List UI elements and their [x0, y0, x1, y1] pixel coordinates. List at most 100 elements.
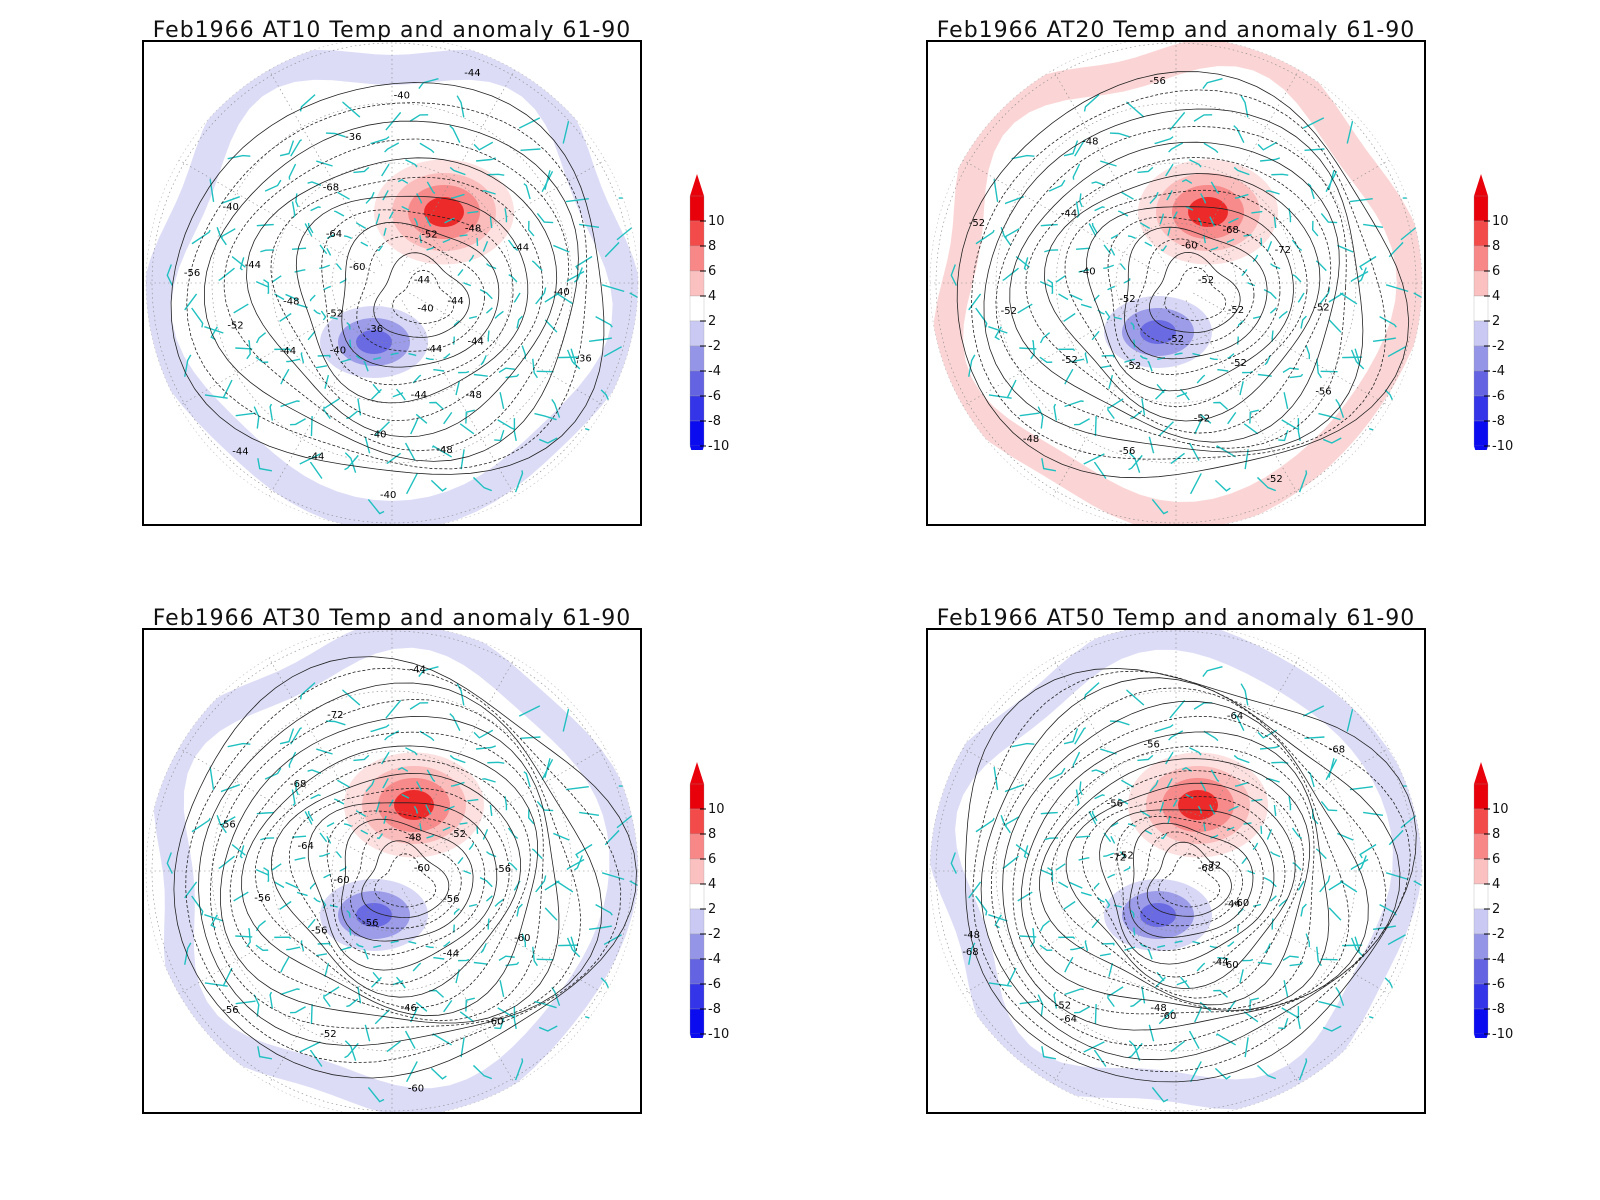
meridian-line	[1193, 880, 1390, 995]
panel-title: Feb1966 AT20 Temp and anomaly 61-90	[936, 18, 1416, 43]
coastline	[1093, 205, 1279, 361]
temperature-contour	[229, 731, 544, 1022]
meridian-line	[178, 747, 375, 862]
contour-label: -68	[323, 182, 339, 193]
contour-label: -44	[513, 243, 529, 254]
cold-anomaly	[356, 330, 392, 354]
temperature-contour	[956, 71, 1410, 479]
colorbar-segment	[689, 908, 705, 935]
contour-label: -56	[219, 820, 235, 831]
temperature-contour	[186, 102, 588, 470]
temperature-contour	[1020, 731, 1330, 1011]
colorbar-segment	[689, 933, 705, 960]
temperature-contour	[170, 82, 605, 475]
colorbar-at10: 10 8 6 4 2 -2 -4 -6 -8 -10	[689, 174, 729, 450]
latitude-circle	[331, 222, 453, 344]
colorbar-segment	[1473, 983, 1489, 1010]
temperature-contour	[341, 221, 500, 368]
colorbar-bottom-arrow	[690, 446, 704, 450]
colorbar-label: 4	[1492, 877, 1500, 892]
contour-label: -52	[969, 218, 985, 229]
temperature-contour	[270, 772, 522, 998]
contour-label: -56	[443, 894, 459, 905]
colorbar-label: -10	[708, 439, 729, 450]
contour-label: -52	[421, 229, 437, 240]
coastline	[309, 793, 495, 949]
contour-label: -40	[553, 287, 569, 298]
colorbar-segment	[689, 270, 705, 297]
contour-label: -40	[223, 202, 239, 213]
contour-label: -48	[466, 390, 482, 401]
colorbar-segment	[1473, 1008, 1489, 1035]
colorbar-segment	[689, 370, 705, 397]
contour-label: -36	[575, 353, 591, 364]
temperature-contour	[1099, 809, 1275, 965]
colorbar-segment	[1473, 345, 1489, 372]
contour-label: -56	[184, 268, 200, 279]
colorbar-label: -6	[1492, 389, 1505, 404]
temperature-contour	[246, 157, 558, 438]
coastline	[184, 113, 627, 492]
contour-label: -60	[1160, 1011, 1176, 1022]
contour-label: -64	[1061, 1014, 1077, 1025]
contour-label: -52	[1119, 294, 1135, 305]
meridian-line	[1193, 747, 1390, 862]
colorbar-segment	[1473, 958, 1489, 985]
meridian-line	[1052, 888, 1167, 1085]
coastline	[994, 140, 1368, 467]
temperature-contour	[980, 677, 1401, 1061]
coastline	[309, 205, 495, 361]
temperature-contour	[1135, 238, 1255, 345]
contour-label: -60	[1222, 960, 1238, 971]
contour-label: -52	[1062, 355, 1078, 366]
colorbar-label: 8	[708, 827, 716, 842]
contour-label: -52	[1198, 275, 1214, 286]
map-layer: -68-44-44-48-52-48-52-56-56-64-68-72-60-…	[930, 630, 1422, 1112]
contour-label: -60	[1181, 241, 1197, 252]
contour-label: -60	[487, 1017, 503, 1028]
panel-at30: Feb1966 AT30 Temp and anomaly 61-90 -60-…	[142, 588, 642, 1128]
latitude-circle	[995, 690, 1357, 1052]
temperature-contour	[1158, 853, 1221, 908]
latitude-circle	[995, 102, 1357, 464]
contour-label: -48	[964, 930, 980, 941]
map-boundary	[929, 42, 1423, 524]
contour-label: -52	[1194, 414, 1210, 425]
contour-label: -48	[283, 297, 299, 308]
colorbar-segment	[689, 245, 705, 272]
colorbar-label: 2	[708, 314, 716, 329]
temperature-contour	[307, 802, 498, 971]
colorbar-segment	[689, 195, 705, 222]
colorbar-segment	[1473, 370, 1489, 397]
colorbar-label: -2	[1492, 339, 1505, 354]
contour-label: -60	[414, 863, 430, 874]
colorbar-segment	[1473, 420, 1489, 447]
colorbar-segment	[1473, 908, 1489, 935]
coastline	[166, 75, 638, 515]
meridian-line	[1052, 300, 1167, 497]
anomaly-band	[153, 630, 638, 1112]
colorbar-label: -4	[1492, 364, 1505, 379]
temperature-contour	[210, 698, 582, 1029]
coastline	[269, 767, 521, 987]
meridian-line	[401, 657, 516, 854]
colorbar-at20: 10 8 6 4 2 -2 -4 -6 -8 -10	[1473, 174, 1513, 450]
anomaly-band	[932, 42, 1422, 524]
colorbar-label: 2	[1492, 902, 1500, 917]
meridian-line	[409, 159, 606, 274]
map-frame: -44 -44 -44 -48 -48 -40 -36 -40 -44 -52 -56 -60 -64 -…	[142, 40, 642, 526]
cold-anomaly	[1140, 320, 1176, 344]
temperature-contour	[350, 828, 462, 929]
temperature-contour	[289, 787, 510, 985]
colorbar-segment	[1473, 195, 1489, 222]
colorbar-segment	[1473, 833, 1489, 860]
contour-label: -36	[367, 324, 383, 335]
meridian-line	[268, 657, 383, 854]
temperature-contour	[373, 252, 470, 338]
contour-label: -48	[1023, 434, 1039, 445]
meridian-line	[409, 292, 606, 407]
contour-label: -52	[1125, 361, 1141, 372]
contour-label: -56	[1315, 387, 1331, 398]
meridian-line	[401, 300, 516, 497]
colorbar-label: 8	[1492, 827, 1500, 842]
